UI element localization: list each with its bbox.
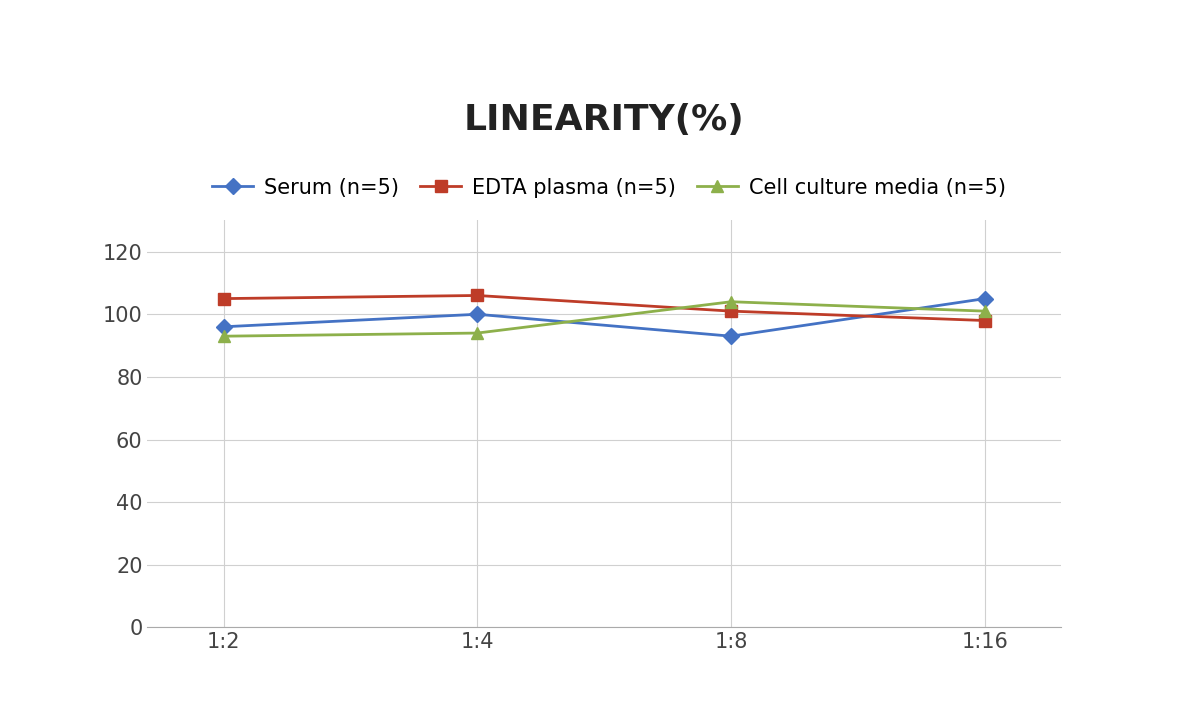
Cell culture media (n=5)	[977, 307, 992, 315]
Line: Serum (n=5): Serum (n=5)	[218, 293, 990, 342]
Cell culture media (n=5)	[724, 298, 738, 306]
Serum (n=5)	[977, 295, 992, 303]
EDTA plasma (n=5)	[977, 317, 992, 325]
Line: EDTA plasma (n=5): EDTA plasma (n=5)	[218, 290, 990, 326]
EDTA plasma (n=5)	[217, 295, 231, 303]
Line: Cell culture media (n=5): Cell culture media (n=5)	[218, 296, 990, 342]
Cell culture media (n=5)	[470, 329, 485, 337]
EDTA plasma (n=5)	[724, 307, 738, 315]
Serum (n=5)	[217, 323, 231, 331]
Text: LINEARITY(%): LINEARITY(%)	[463, 103, 745, 137]
Cell culture media (n=5)	[217, 332, 231, 341]
EDTA plasma (n=5)	[470, 291, 485, 300]
Legend: Serum (n=5), EDTA plasma (n=5), Cell culture media (n=5): Serum (n=5), EDTA plasma (n=5), Cell cul…	[204, 169, 1014, 206]
Serum (n=5)	[470, 310, 485, 319]
Serum (n=5)	[724, 332, 738, 341]
